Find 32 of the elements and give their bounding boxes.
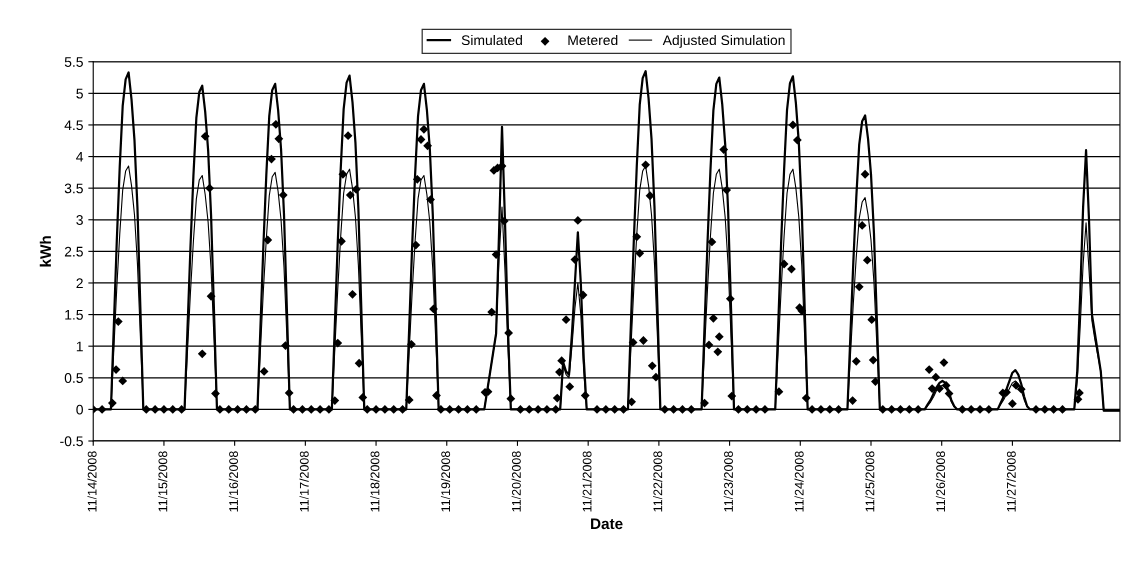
x-tick-label: 11/19/2008 (440, 451, 451, 512)
y-tick-label: -0.5 (60, 436, 83, 447)
y-tick-label: 0.5 (64, 373, 83, 383)
y-tick-label: 4 (76, 152, 84, 162)
y-tick-label: 4.5 (64, 120, 83, 131)
y-tick-label: 5.5 (64, 57, 83, 67)
y-axis-title: kWh (39, 236, 51, 267)
y-tick-label: 3.5 (64, 183, 83, 194)
x-tick-label: 11/20/2008 (511, 451, 521, 512)
x-tick-label: 11/16/2008 (228, 451, 238, 512)
x-axis-title: Date (591, 518, 623, 530)
x-tick-label: 11/25/2008 (865, 451, 875, 512)
x-tick-label: 11/18/2008 (370, 451, 380, 512)
legend-label: Adjusted Simulation (662, 34, 785, 48)
legend-label: Simulated (461, 34, 522, 46)
y-tick-label: 5 (76, 88, 83, 99)
x-tick-label: 11/26/2008 (935, 451, 946, 512)
y-tick-label: 3 (76, 215, 83, 225)
x-tick-label: 11/17/2008 (299, 451, 309, 512)
y-tick-label: 1 (76, 341, 83, 352)
x-tick-label: 11/22/2008 (653, 451, 663, 512)
y-tick-label: 2.5 (64, 246, 83, 257)
x-tick-label: 11/23/2008 (723, 451, 733, 512)
y-tick-label: 1.5 (65, 310, 83, 320)
legend-label: Metered (568, 34, 618, 46)
x-tick-label: 11/27/2008 (1006, 451, 1016, 512)
x-tick-label: 11/21/2008 (582, 451, 592, 512)
x-tick-label: 11/15/2008 (158, 451, 168, 512)
x-tick-label: 11/24/2008 (794, 451, 804, 512)
y-tick-label: 2 (76, 278, 83, 289)
y-tick-label: 0 (76, 404, 83, 415)
x-tick-label: 11/14/2008 (87, 451, 97, 512)
